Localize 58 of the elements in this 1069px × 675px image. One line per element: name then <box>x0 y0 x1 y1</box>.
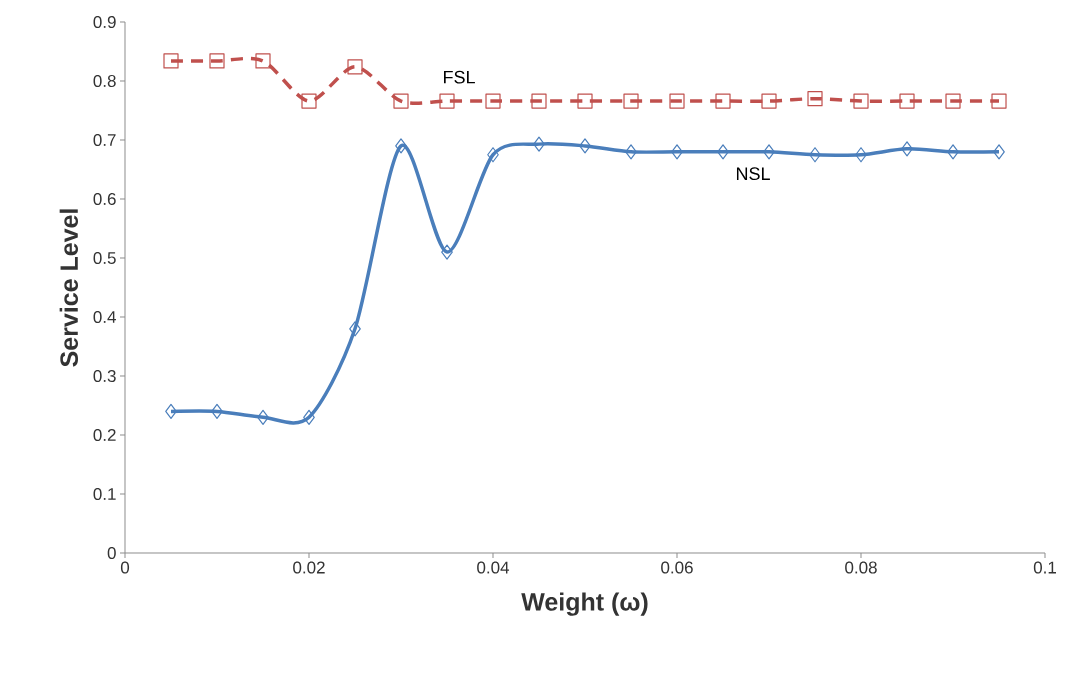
point <box>761 93 777 109</box>
y-tick-label: 0.7 <box>93 133 116 147</box>
x-tick-label: 0.04 <box>477 561 510 574</box>
point <box>623 93 639 109</box>
y-tick-label: 0.9 <box>93 15 116 29</box>
series-label: NSL <box>736 167 770 181</box>
point <box>211 403 223 419</box>
point <box>533 136 545 152</box>
x-tick-label: 0.06 <box>661 561 693 574</box>
x-tick-label: 0 <box>120 561 130 574</box>
y-tick-label: 0.4 <box>93 310 116 324</box>
point <box>393 93 409 109</box>
point <box>899 93 915 109</box>
point <box>485 93 501 109</box>
point <box>531 93 547 109</box>
point <box>809 147 821 163</box>
point <box>671 144 683 160</box>
point <box>165 403 177 419</box>
y-tick-label: 0.1 <box>93 487 116 501</box>
point <box>625 144 637 160</box>
point <box>763 144 775 160</box>
point <box>945 93 961 109</box>
point <box>441 244 453 260</box>
point <box>301 93 317 109</box>
point <box>901 141 913 157</box>
y-tick-label: 0.3 <box>93 369 116 383</box>
y-tick-label: 0.8 <box>93 74 116 88</box>
point <box>579 138 591 154</box>
point <box>395 138 407 154</box>
point <box>947 144 959 160</box>
point <box>209 53 225 69</box>
point <box>577 93 593 109</box>
point <box>993 144 1005 160</box>
point <box>349 321 361 337</box>
x-axis-title: Weight (ω) <box>521 592 648 616</box>
y-axis-title: Service Level <box>59 209 79 367</box>
y-tick-label: 0.2 <box>93 428 116 442</box>
x-tick-label: 0.02 <box>293 561 325 574</box>
point <box>303 409 315 425</box>
point <box>991 93 1007 109</box>
point <box>255 53 271 69</box>
point <box>439 93 455 109</box>
point <box>163 53 179 69</box>
point <box>855 147 867 163</box>
point <box>715 93 731 109</box>
point <box>347 59 363 75</box>
point <box>853 93 869 109</box>
y-tick-label: 0.6 <box>93 192 116 206</box>
y-tick-label: 0 <box>107 546 116 560</box>
point <box>669 93 685 109</box>
point <box>487 147 499 163</box>
x-tick-label: 0.1 <box>1033 561 1056 574</box>
series-label: FSL <box>444 70 475 84</box>
x-tick-label: 0.08 <box>845 561 877 574</box>
point <box>257 409 269 425</box>
point <box>717 144 729 160</box>
y-tick-label: 0.5 <box>93 251 116 265</box>
point <box>807 91 823 107</box>
